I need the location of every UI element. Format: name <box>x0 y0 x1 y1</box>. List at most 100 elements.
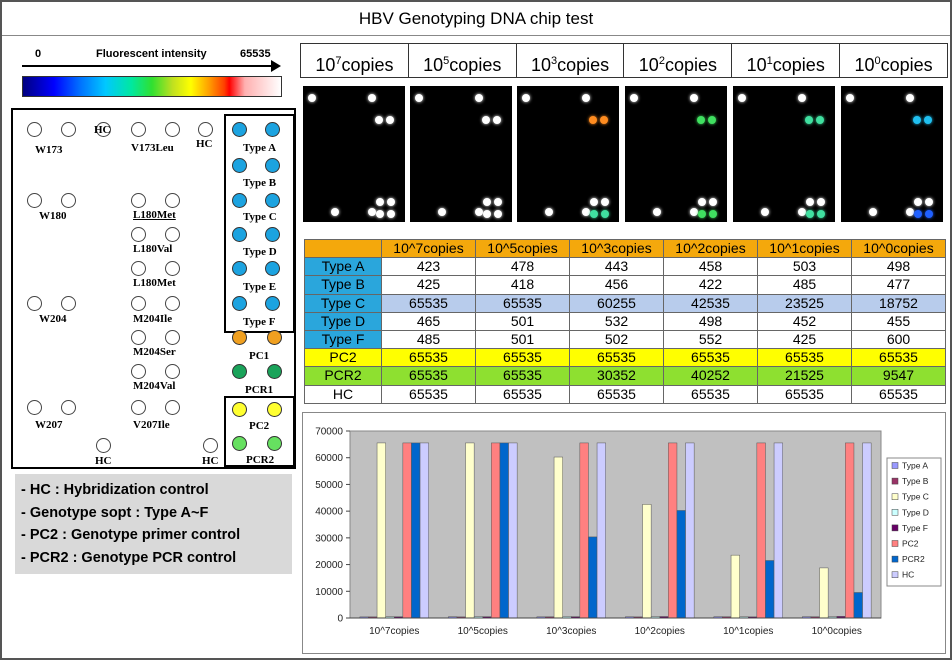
spot-pcr2-2 <box>267 436 282 451</box>
spot-layout-panel: W173 V173Leu W180 L180Met L180Val L180Me… <box>11 108 296 469</box>
spot-hc-2 <box>198 122 213 137</box>
spot-w173-2 <box>61 122 76 137</box>
bar-hc <box>685 442 695 619</box>
spot-v207ile-2 <box>165 400 180 415</box>
control-spots-box <box>224 396 295 467</box>
chip-spot <box>601 210 609 218</box>
legend-label: Type B <box>902 476 929 486</box>
bar-type-c <box>730 554 740 619</box>
y-tick-label: 40000 <box>315 507 343 518</box>
table-row-label: HC <box>304 384 382 404</box>
legend-label: PC2 <box>902 539 919 549</box>
spot-w180-1 <box>27 193 42 208</box>
chip-spot <box>376 210 384 218</box>
chip-spot <box>482 116 490 124</box>
table-cell: 501 <box>475 329 570 350</box>
spot-type-e-2 <box>265 261 280 276</box>
y-tick-label: 50000 <box>315 480 343 491</box>
table-row: PC2 65535 65535 65535 65535 65535 65535 <box>304 348 946 368</box>
table-cell: 21525 <box>757 366 852 386</box>
label-w207: W207 <box>35 419 63 431</box>
chip-image <box>841 86 943 222</box>
table-cell: 65535 <box>569 348 664 368</box>
table-cell: 425 <box>757 329 852 350</box>
spot-pc2-1 <box>232 402 247 417</box>
bar-pcr2 <box>853 592 863 619</box>
chip-spot <box>582 208 590 216</box>
x-tick-label: 10^3copies <box>546 626 596 637</box>
table-cell: 478 <box>475 257 570 277</box>
table-cell: 65535 <box>569 384 664 404</box>
bar-type-c <box>376 442 386 619</box>
figure-frame <box>0 35 952 660</box>
table-cell: 40252 <box>663 366 758 386</box>
label-m204val: M204Val <box>133 380 176 392</box>
bar-pc2 <box>579 442 589 619</box>
bar-pc2 <box>402 442 412 619</box>
chip-spot <box>846 94 854 102</box>
legend-swatch <box>891 493 899 500</box>
table-cell: 477 <box>851 275 946 295</box>
page-title: HBV Genotyping DNA chip test <box>0 0 952 36</box>
copies-header-cell: 107copies <box>301 44 409 77</box>
label-hc-4: HC <box>202 455 219 467</box>
bar-pc2 <box>845 442 855 619</box>
x-tick-label: 10^2copies <box>635 626 685 637</box>
table-header-cell: 10^5copies <box>475 238 570 259</box>
label-type-f: Type F <box>243 316 276 328</box>
label-hc-1-text: HC <box>94 124 111 136</box>
table-header-cell: 10^0copies <box>851 238 946 259</box>
spot-type-c-1 <box>232 193 247 208</box>
label-v173leu: V173Leu <box>131 142 174 154</box>
table-cell: 65535 <box>757 384 852 404</box>
chip-spot <box>698 210 706 218</box>
bar-type-c <box>553 456 563 619</box>
note-pc2: - PC2 : Genotype primer control <box>21 527 241 543</box>
table-cell: 65535 <box>381 348 476 368</box>
table-row-label: Type C <box>304 293 382 313</box>
note-pcr2: - PCR2 : Genotype PCR control <box>21 549 237 566</box>
table-row: HC 65535 65535 65535 65535 65535 65535 <box>304 384 946 404</box>
chip-spot <box>698 198 706 206</box>
table-cell: 503 <box>757 257 852 277</box>
bar-pcr2 <box>676 510 686 619</box>
label-type-c: Type C <box>243 211 277 223</box>
spot-v207ile-1 <box>131 400 146 415</box>
chip-spot <box>925 198 933 206</box>
label-w204: W204 <box>39 313 67 325</box>
spot-hc-3 <box>96 438 111 453</box>
label-pcr1: PCR1 <box>245 384 274 396</box>
colorbar-gradient <box>22 76 282 97</box>
chip-spot <box>415 94 423 102</box>
spot-pc2-2 <box>267 402 282 417</box>
table-row: Type A 423 478 443 458 503 498 <box>304 257 946 277</box>
chip-spot <box>494 198 502 206</box>
genotype-spots-box <box>224 114 295 333</box>
spot-l180val-1 <box>131 227 146 242</box>
copies-header-cell: 101copies <box>732 44 841 77</box>
y-tick-label: 60000 <box>315 453 343 464</box>
spot-type-b-1 <box>232 158 247 173</box>
chip-spot <box>805 116 813 124</box>
chip-spot <box>438 208 446 216</box>
table-cell: 30352 <box>569 366 664 386</box>
chip-spot <box>817 210 825 218</box>
table-cell: 465 <box>381 311 476 331</box>
spot-pc1-1 <box>232 330 247 345</box>
spot-m204val-2 <box>165 364 180 379</box>
y-tick-label: 70000 <box>315 427 343 438</box>
spot-type-c-2 <box>265 193 280 208</box>
spot-l180val-2 <box>165 227 180 242</box>
label-hc-2: HC <box>196 138 213 150</box>
table-cell: 65535 <box>381 366 476 386</box>
spot-m204ile-2 <box>165 296 180 311</box>
legend-label: PCR2 <box>902 554 925 564</box>
table-cell: 18752 <box>851 293 946 313</box>
spot-v173leu-1 <box>131 122 146 137</box>
label-l180met-a: L180Met <box>133 209 176 221</box>
table-cell: 65535 <box>381 293 476 313</box>
spot-l180met-a-2 <box>165 193 180 208</box>
copies-header-cell: 100copies <box>854 55 933 75</box>
table-header-cell: 10^2copies <box>663 238 758 259</box>
table-row: Type C 65535 65535 60255 42535 23525 18752 <box>304 293 946 313</box>
